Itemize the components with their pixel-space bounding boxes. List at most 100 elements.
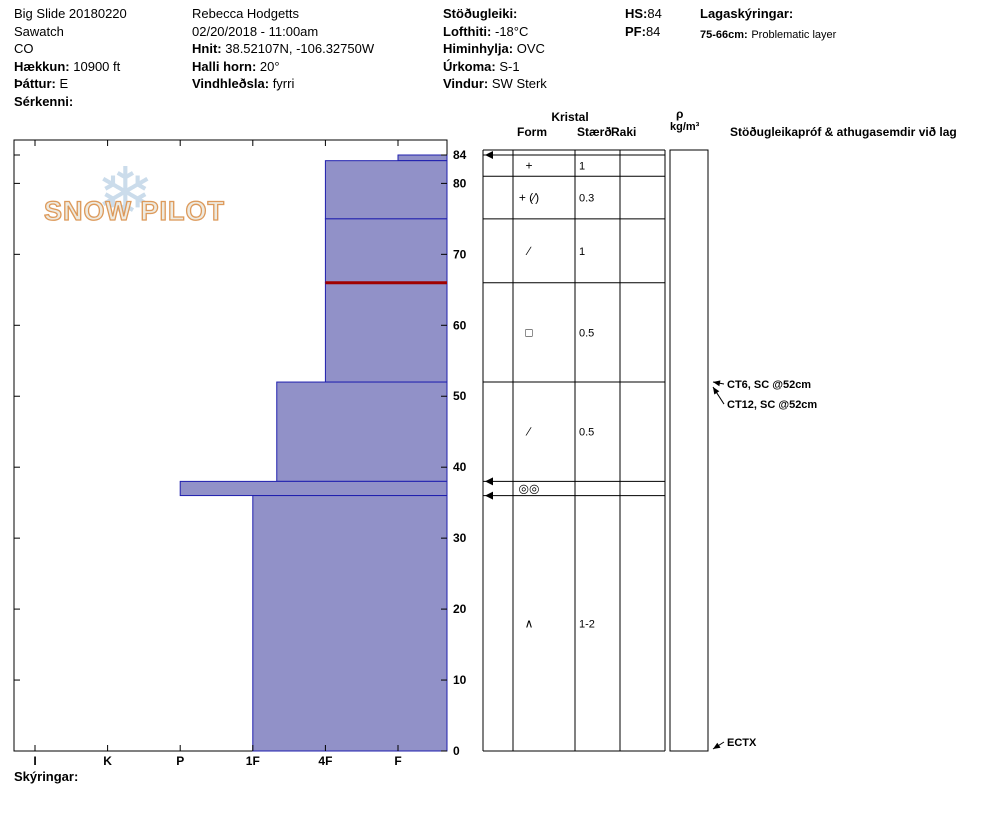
hardness-tick-label: P <box>176 754 184 768</box>
depth-tick-label: 84 <box>453 148 467 162</box>
header-observer-block: Rebecca Hodgetts 02/20/2018 - 11:00am Hn… <box>192 5 374 93</box>
depth-tick-label: 60 <box>453 318 467 332</box>
snowflake-icon: ❄ <box>96 154 155 232</box>
depth-tick-label: 30 <box>453 531 467 545</box>
hardness-tick-label: I <box>33 754 36 768</box>
elevation-line: Hækkun: 10900 ft <box>14 58 127 76</box>
features-label: Sérkenni: <box>14 93 74 109</box>
windloading-label: Vindhleðsla: <box>192 76 270 91</box>
hardness-tick-label: K <box>103 754 112 768</box>
observation-datetime: 02/20/2018 - 11:00am <box>192 23 319 39</box>
snow-layer <box>324 282 448 383</box>
legend-label: Skýringar: <box>14 769 79 784</box>
stability-label: Stöðugleiki: <box>443 6 518 21</box>
stability-test-note: CT12, SC @52cm <box>727 399 817 411</box>
density-unit-header: kg/m³ <box>670 121 700 133</box>
grain-form: □ <box>525 325 532 339</box>
precip-label: Úrkoma: <box>443 58 496 74</box>
header-site-block: Big Slide 20180220 Sawatch CO Hækkun: 10… <box>14 5 127 110</box>
elevation-value: 10900 ft <box>73 58 121 74</box>
layer-note-text: Problematic layer <box>751 28 837 41</box>
snow-layer <box>252 495 448 752</box>
layer-note: 75-66cm: Problematic layer <box>700 25 836 45</box>
tests-column-header: Stöðugleikapróf & athugasemdir við lag <box>730 125 957 139</box>
snow-layer <box>179 480 448 497</box>
hardness-tick-label: F <box>394 754 401 768</box>
stability-test-note: CT6, SC @52cm <box>727 379 811 391</box>
pf-value: 84 <box>645 23 661 39</box>
depth-tick-label: 70 <box>453 247 467 261</box>
pit-title: Big Slide 20180220 <box>14 6 127 21</box>
airtemp-label: Lofthiti: <box>443 23 492 39</box>
grain-form: ∧ <box>525 616 534 630</box>
slope-label: Halli horn: <box>192 58 257 74</box>
grain-form: ∕ <box>525 244 532 258</box>
depth-tick-label: 0 <box>453 744 460 758</box>
snow-layer <box>324 160 448 220</box>
hs-label: HS: <box>625 6 648 21</box>
coords-label: Hnit: <box>192 41 222 56</box>
coords-line: Hnit: 38.52107N, -106.32750W <box>192 40 374 58</box>
hardness-tick-label: 4F <box>318 754 332 768</box>
features-line: Sérkenni: <box>14 93 127 111</box>
annotation-arrowhead <box>713 742 721 749</box>
grain-form: ∕ <box>525 425 532 439</box>
elevation-label: Hækkun: <box>14 58 70 74</box>
slope-value: 20° <box>259 58 280 74</box>
windloading-value: fyrri <box>272 76 295 91</box>
airtemp-line: Lofthiti: -18°C <box>443 23 547 41</box>
wind-line: Vindur: SW Sterk <box>443 75 547 93</box>
stability-line: Stöðugleiki: <box>443 5 547 23</box>
moisture-column-header: Raki <box>611 125 637 139</box>
grain-size: 1-2 <box>579 618 595 630</box>
pf-label: PF: <box>625 23 646 39</box>
grain-size: 0.5 <box>579 327 594 339</box>
layer-note-range: 75-66cm: <box>700 28 748 41</box>
pf-line: PF:84 <box>625 23 662 41</box>
header-totals-block: HS:84 PF:84 <box>625 5 662 40</box>
precip-line: Úrkoma: S-1 <box>443 58 547 76</box>
stability-test-note: ECTX <box>727 737 757 749</box>
wind-value: SW Sterk <box>491 76 547 91</box>
grain-size: 1 <box>579 161 585 173</box>
coords-value: 38.52107N, -106.32750W <box>225 41 375 56</box>
grain-size: 0.3 <box>579 193 594 205</box>
layer-boundary-arrow <box>485 491 493 500</box>
form-column-header: Form <box>517 125 547 139</box>
layer-boundary-arrow <box>485 151 493 159</box>
depth-tick-label: 10 <box>453 673 467 687</box>
annotation-arrowhead <box>713 387 720 395</box>
hardness-tick-label: 1F <box>246 754 260 768</box>
depth-tick-label: 80 <box>453 176 467 190</box>
snow-layer <box>397 154 448 162</box>
layer-notes-label: Lagaskýringar: <box>700 6 794 21</box>
grain-form: + <box>525 159 532 173</box>
aspect-value: E <box>59 76 69 91</box>
sky-label: Himinhylja: <box>443 41 514 56</box>
header-conditions-block: Stöðugleiki: Lofthiti: -18°C Himinhylja:… <box>443 5 547 93</box>
header-layer-notes-block: Lagaskýringar: 75-66cm: Problematic laye… <box>700 5 836 44</box>
watermark-text: SNOW PILOT <box>43 195 225 226</box>
windloading-line: Vindhleðsla: fyrri <box>192 75 374 93</box>
aspect-label: Þáttur: <box>14 76 56 91</box>
wind-label: Vindur: <box>443 76 489 91</box>
grain-form: + (∕) <box>519 191 539 205</box>
depth-tick-label: 40 <box>453 460 467 474</box>
aspect-line: Þáttur: E <box>14 75 127 93</box>
region: Sawatch <box>14 23 64 39</box>
grain-size: 1 <box>579 246 585 258</box>
layer-boundary-arrow <box>485 477 493 486</box>
snow-layer <box>324 218 448 284</box>
density-column <box>669 149 709 752</box>
hs-value: 84 <box>647 6 662 21</box>
kristal-header: Kristal <box>551 110 589 124</box>
sky-value: OVC <box>516 41 545 56</box>
depth-tick-label: 20 <box>453 602 467 616</box>
depth-tick-label: 50 <box>453 389 467 403</box>
state: CO <box>14 41 34 56</box>
snow-layer <box>276 381 448 482</box>
sky-line: Himinhylja: OVC <box>443 40 547 58</box>
density-symbol-header: ρ <box>676 107 684 121</box>
grain-form: ◎◎ <box>519 481 540 495</box>
